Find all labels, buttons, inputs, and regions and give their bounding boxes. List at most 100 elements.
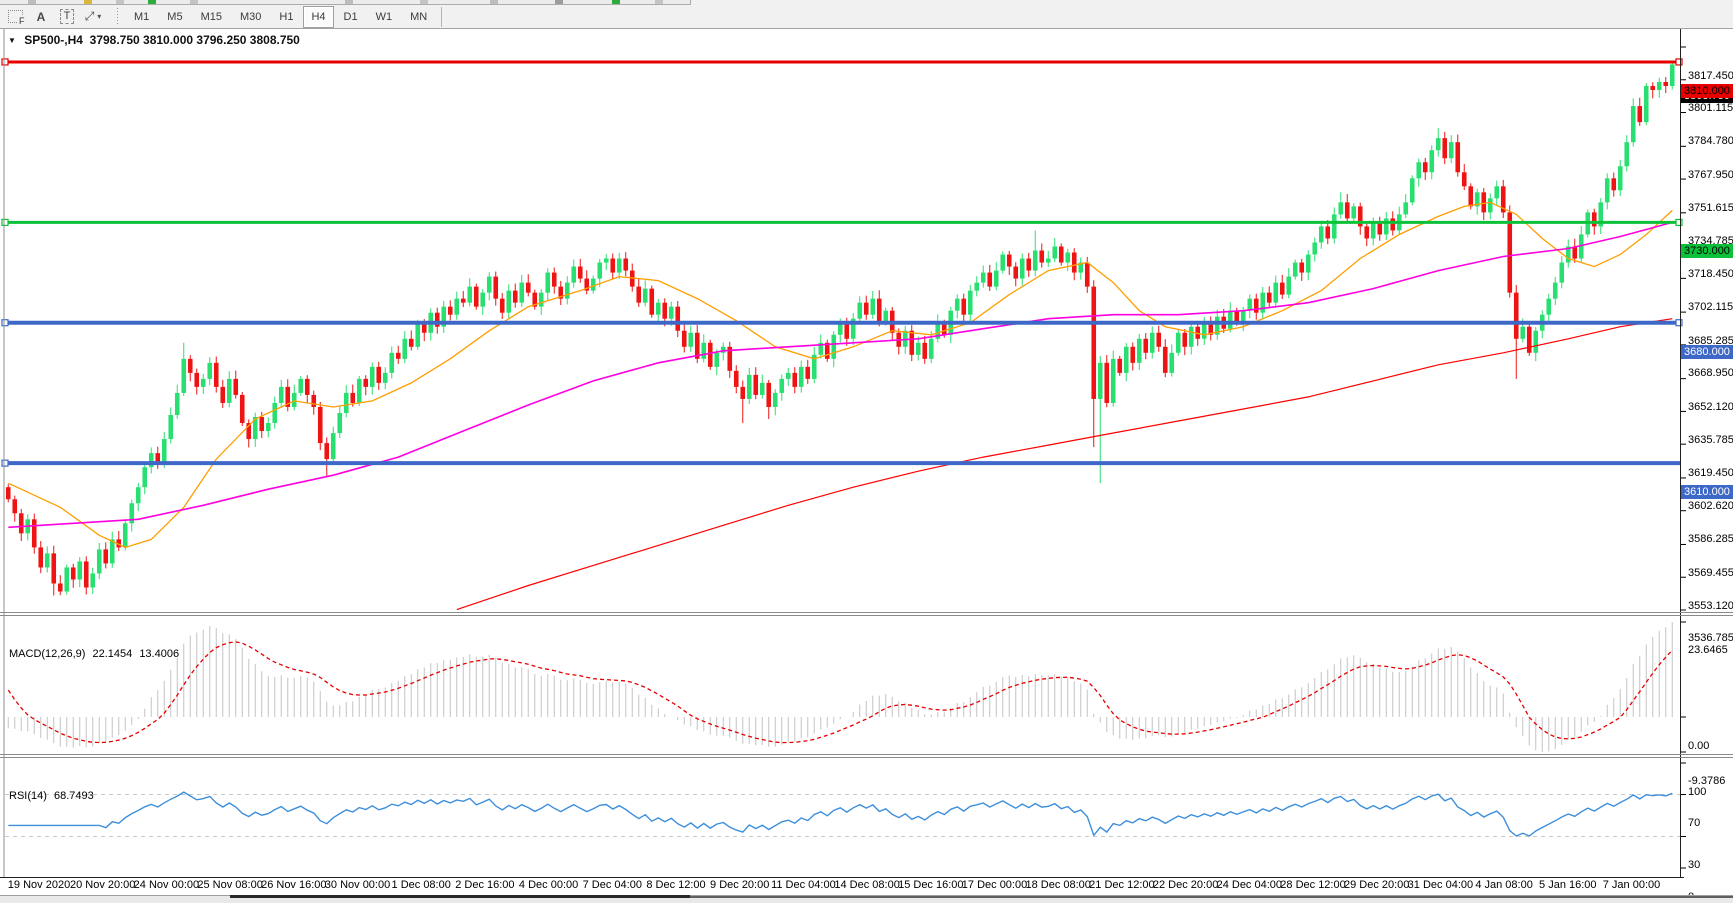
timeframe-button-m1[interactable]: M1 [134, 10, 150, 23]
text-icon: A [36, 9, 46, 24]
fibonacci-tool-button[interactable]: F [4, 6, 26, 28]
clipped-icon-fragment [655, 0, 663, 4]
medium-ma-line [8, 221, 1673, 529]
timeframe-button-w1[interactable]: W1 [375, 10, 393, 23]
time-tick-label: 20 Nov 20:00 [69, 879, 136, 891]
timeframe-button-d1[interactable]: D1 [343, 10, 358, 23]
timeframe-button-h1[interactable]: H1 [279, 10, 294, 23]
timeframe-button-m5[interactable]: M5 [167, 10, 183, 23]
price-tick-label: 3569.455 [1688, 566, 1733, 579]
clipped-icon-fragment [345, 0, 353, 4]
hline-handle[interactable] [1675, 58, 1683, 66]
time-tick-label: 9 Dec 20:00 [710, 879, 770, 891]
rsi-tick-label: 100 [1688, 785, 1707, 798]
price-tick-label: 3784.780 [1688, 135, 1733, 148]
label-icon: T [59, 9, 75, 24]
arrows-icon: ⤢ [84, 9, 95, 23]
time-tick-label: 18 Dec 08:00 [1025, 879, 1091, 891]
macd-tick-label: -9.3786 [1688, 774, 1726, 787]
time-tick-label: 11 Dec 04:00 [771, 879, 836, 891]
drawing-toolbar: F A T ⤢ ▾ M1 M5 M15 M30 H1 H4 D1 W1 MN [0, 5, 1733, 28]
price-tick-label: 3767.950 [1688, 168, 1733, 181]
time-tick-label: 24 Dec 04:00 [1216, 879, 1283, 891]
price-tick-label: 3718.450 [1688, 268, 1733, 281]
macd-main-value: 22.1454 [92, 648, 133, 660]
time-tick-label: 17 Dec 00:00 [961, 879, 1028, 891]
clipped-icon-fragment [612, 0, 620, 4]
chart-window: ▼ SP500-,H4 3798.750 3810.000 3796.250 3… [0, 29, 1733, 903]
price-tick-label: 3734.785 [1688, 235, 1733, 248]
price-tick-label: 3751.615 [1688, 201, 1733, 214]
arrows-tool-button[interactable]: ⤢ ▾ [82, 6, 104, 28]
time-tick-label: 1 Dec 08:00 [391, 879, 451, 891]
candlestick-series [5, 61, 1675, 596]
chart-symbol-period: SP500-,H4 [24, 33, 83, 47]
clipped-icon-fragment [490, 0, 498, 4]
clipped-icon-fragment [116, 0, 124, 4]
chart-canvas [0, 29, 1733, 878]
macd-tick-label: 23.6465 [1688, 644, 1728, 657]
clipped-icon-fragment [420, 0, 428, 4]
time-tick-label: 29 Dec 20:00 [1343, 879, 1410, 891]
clipped-toolbar-row [0, 0, 691, 5]
clipped-icon-fragment [190, 0, 198, 4]
timeframe-group: M1 M5 M15 M30 H1 H4 D1 W1 MN [125, 5, 436, 28]
timeframe-button-m30[interactable]: M30 [239, 10, 262, 23]
hline-handle[interactable] [1, 218, 9, 227]
macd-plot-area[interactable] [5, 616, 1680, 755]
time-tick-label: 28 Dec 12:00 [1280, 879, 1346, 891]
macd-indicator-label: MACD(12,26,9) 22.1454 13.4006 [9, 648, 183, 660]
hline-handle[interactable] [1, 58, 9, 66]
window-bottom-strip [0, 895, 1733, 903]
time-tick-label: 22 Dec 20:00 [1152, 879, 1219, 891]
chevron-down-icon: ▾ [97, 12, 102, 21]
time-tick-label: 21 Dec 12:00 [1089, 879, 1155, 891]
clipped-icon-fragment [555, 0, 563, 4]
hline-handle[interactable] [1675, 218, 1683, 227]
time-tick-label: 25 Nov 08:00 [197, 879, 263, 891]
chart-context-arrow-icon[interactable]: ▼ [8, 36, 16, 45]
timeframe-button-m15[interactable]: M15 [200, 10, 222, 23]
rsi-tick-label: 70 [1688, 817, 1701, 829]
toolbar-separator [441, 6, 443, 27]
rsi-tick-label: 30 [1688, 859, 1701, 871]
price-tick-label: 3817.450 [1688, 69, 1733, 82]
time-tick-label: 14 Dec 08:00 [834, 879, 900, 891]
chart-title: ▼ SP500-,H4 3798.750 3810.000 3796.250 3… [8, 33, 300, 47]
price-tick-label: 3702.115 [1688, 300, 1733, 313]
time-tick-label: 5 Jan 16:00 [1539, 879, 1597, 891]
text-tool-button[interactable]: A [30, 6, 52, 28]
price-tick-label: 3652.120 [1688, 401, 1733, 414]
price-tick-label: 3586.285 [1688, 533, 1733, 546]
main-chart-plot-area[interactable] [5, 29, 1680, 612]
rsi-plot-area[interactable] [5, 758, 1680, 877]
time-tick-label: 19 Nov 2020 [7, 879, 71, 891]
clipped-icon-fragment [28, 0, 36, 4]
hline-handle[interactable] [1, 319, 9, 327]
rsi-line [8, 791, 1673, 837]
macd-name: MACD(12,26,9) [9, 648, 86, 660]
time-tick-label: 7 Jan 00:00 [1602, 879, 1661, 891]
timeframe-button-mn[interactable]: MN [410, 10, 428, 23]
time-tick-label: 7 Dec 04:00 [582, 879, 642, 891]
time-tick-label: 2 Dec 16:00 [455, 879, 515, 891]
fibonacci-icon: F [7, 10, 26, 26]
price-tick-label: 3536.785 [1688, 632, 1733, 645]
price-tick-label: 3602.620 [1688, 500, 1733, 513]
macd-signal-line [7, 641, 1673, 744]
hline-handle[interactable] [1675, 319, 1683, 327]
rsi-name: RSI(14) [9, 790, 47, 802]
rsi-value: 68.7493 [53, 790, 94, 802]
time-tick-label: 8 Dec 12:00 [646, 879, 706, 891]
toolbar-drag-handle[interactable] [116, 7, 119, 26]
macd-histogram [7, 621, 1673, 753]
label-tool-button[interactable]: T [56, 6, 78, 28]
hline-handle[interactable] [1, 459, 9, 467]
macd-tick-label: 0.00 [1688, 739, 1710, 752]
timeframe-button-h4[interactable]: H4 [303, 5, 334, 28]
clipped-icon-fragment [84, 0, 92, 4]
macd-signal-value: 13.4006 [139, 648, 180, 660]
slow-ma-line [456, 318, 1673, 611]
time-tick-label: 30 Nov 00:00 [324, 879, 391, 891]
chart-ohlc-readout: 3798.750 3810.000 3796.250 3808.750 [89, 33, 300, 47]
